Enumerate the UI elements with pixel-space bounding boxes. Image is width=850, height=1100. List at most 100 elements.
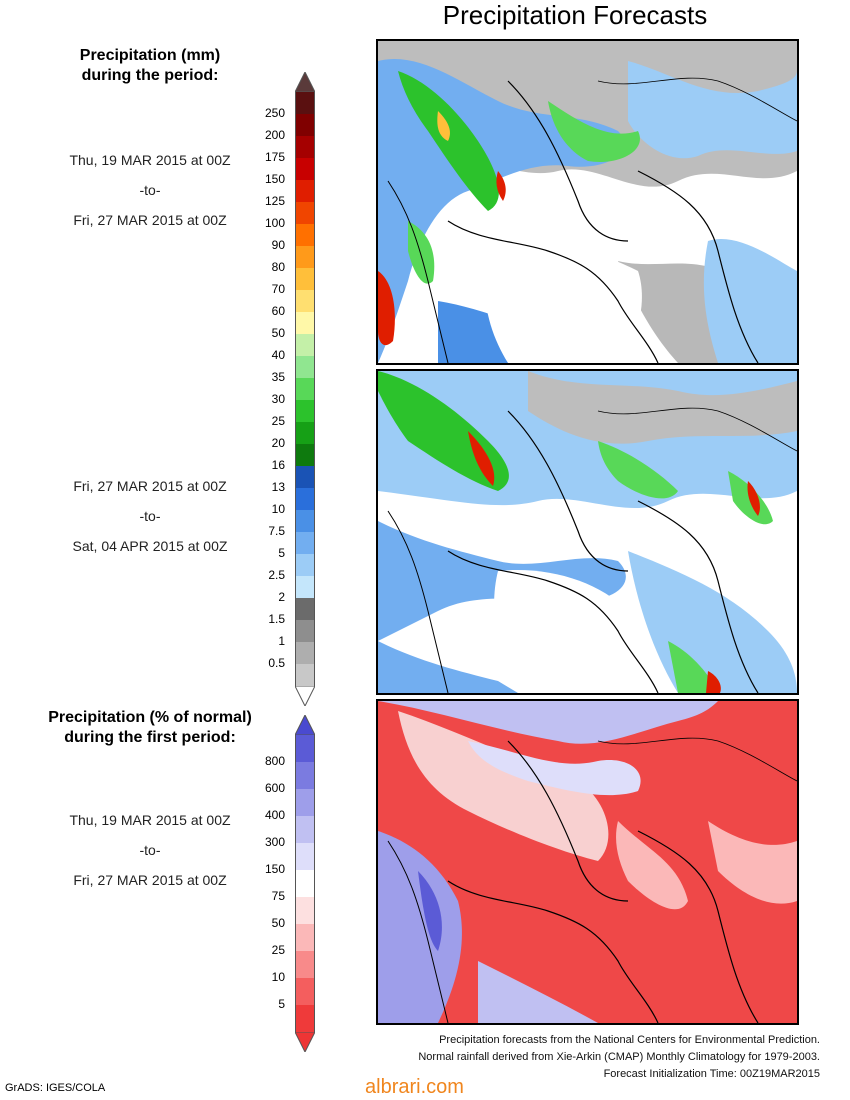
period-2-to: Sat, 04 APR 2015 at 00Z bbox=[72, 538, 228, 554]
precip-mm-colorbar-tick-label: 20 bbox=[271, 436, 285, 450]
percent-normal-colorbar-swatch bbox=[295, 789, 315, 816]
precip-mm-colorbar-bottom-cap bbox=[295, 686, 315, 706]
percent-normal-colorbar-tick-label: 400 bbox=[264, 808, 285, 822]
legend-mm-heading-line1: Precipitation (mm) bbox=[79, 47, 221, 64]
page-title: Precipitation Forecasts bbox=[442, 0, 708, 30]
period-2-separator: -to- bbox=[139, 508, 161, 524]
precip-mm-colorbar-tick-label: 1.5 bbox=[268, 612, 285, 626]
footer-line-2: Normal rainfall derived from Xie-Arkin (… bbox=[418, 1051, 820, 1063]
precip-mm-colorbar-tick-label: 50 bbox=[271, 326, 285, 340]
precip-mm-colorbar-swatch bbox=[295, 268, 315, 290]
footer-line-1: Precipitation forecasts from the Nationa… bbox=[439, 1034, 820, 1046]
precip-mm-colorbar-swatch bbox=[295, 444, 315, 466]
grads-credit: GrADS: IGES/COLA bbox=[5, 1082, 106, 1094]
period-1-from: Thu, 19 MAR 2015 at 00Z bbox=[69, 152, 231, 168]
legend-pct-heading-line2: during the first period: bbox=[64, 729, 236, 746]
precip-mm-colorbar-tick-label: 90 bbox=[271, 238, 285, 252]
legend-mm-heading-line2: during the period: bbox=[81, 67, 219, 84]
precip-map-period-2 bbox=[376, 369, 799, 695]
percent-normal-colorbar-swatch bbox=[295, 816, 315, 843]
precip-map-period-1 bbox=[376, 39, 799, 365]
precip-mm-colorbar-tick-label: 5 bbox=[278, 546, 285, 560]
footer-line-3: Forecast Initialization Time: 00Z19MAR20… bbox=[603, 1068, 820, 1080]
precip-mm-colorbar-tick-label: 70 bbox=[271, 282, 285, 296]
percent-normal-colorbar-tick-label: 75 bbox=[271, 889, 285, 903]
precip-mm-colorbar-tick-label: 80 bbox=[271, 260, 285, 274]
precip-mm-colorbar-swatch bbox=[295, 532, 315, 554]
percent-normal-colorbar-swatch bbox=[295, 870, 315, 897]
watermark-text: albrari.com bbox=[365, 1076, 464, 1098]
precip-mm-colorbar-tick-label: 7.5 bbox=[268, 524, 285, 538]
precip-mm-colorbar-swatch bbox=[295, 598, 315, 620]
percent-period-to: Fri, 27 MAR 2015 at 00Z bbox=[73, 872, 227, 888]
precip-mm-colorbar: 250 200 175 150 125 100 90 80 70 60 50 40 35 30 25 20 16… bbox=[265, 72, 375, 706]
percent-normal-colorbar-tick-label: 150 bbox=[264, 862, 285, 876]
percent-normal-colorbar-swatch bbox=[295, 1005, 315, 1032]
period-1-to: Fri, 27 MAR 2015 at 00Z bbox=[73, 212, 227, 228]
precip-mm-colorbar-swatch bbox=[295, 246, 315, 268]
precip-mm-colorbar-top-cap bbox=[295, 72, 315, 92]
precip-mm-colorbar-tick-label: 1 bbox=[278, 634, 285, 648]
precip-mm-colorbar-tick-label: 16 bbox=[271, 458, 285, 472]
percent-normal-colorbar-tick-label: 10 bbox=[271, 970, 285, 984]
percent-period-separator: -to- bbox=[139, 842, 161, 858]
percent-normal-colorbar-tick-label: 25 bbox=[271, 943, 285, 957]
precip-mm-colorbar-swatch bbox=[295, 422, 315, 444]
precip-mm-colorbar-swatch bbox=[295, 290, 315, 312]
precip-mm-colorbar-tick-label: 60 bbox=[271, 304, 285, 318]
percent-normal-map bbox=[376, 699, 799, 1025]
percent-normal-colorbar-tick-label: 800 bbox=[264, 754, 285, 768]
precip-mm-colorbar-swatch bbox=[295, 180, 315, 202]
precip-mm-colorbar-tick-label: 0.5 bbox=[268, 656, 285, 670]
precip-mm-colorbar-swatch bbox=[295, 554, 315, 576]
precip-mm-colorbar-tick-label: 125 bbox=[264, 194, 285, 208]
legend-pct-heading-line1: Precipitation (% of normal) bbox=[48, 709, 252, 726]
precip-mm-colorbar-swatch bbox=[295, 400, 315, 422]
percent-period-label: Thu, 19 MAR 2015 at 00Z -to- Fri, 27 MAR… bbox=[30, 812, 270, 888]
precip-mm-colorbar-swatch bbox=[295, 488, 315, 510]
precip-mm-colorbar-tick-label: 35 bbox=[271, 370, 285, 384]
period-2-from: Fri, 27 MAR 2015 at 00Z bbox=[73, 478, 227, 494]
period-1-separator: -to- bbox=[139, 182, 161, 198]
precip-mm-colorbar-swatch bbox=[295, 158, 315, 180]
precip-mm-colorbar-swatch bbox=[295, 642, 315, 664]
percent-normal-colorbar-swatch bbox=[295, 843, 315, 870]
percent-normal-colorbar-tick-label: 50 bbox=[271, 916, 285, 930]
precip-mm-colorbar-swatch bbox=[295, 334, 315, 356]
precip-mm-colorbar-swatch bbox=[295, 620, 315, 642]
period-2-label: Fri, 27 MAR 2015 at 00Z -to- Sat, 04 APR… bbox=[30, 478, 270, 554]
percent-normal-colorbar-bottom-cap bbox=[295, 1032, 315, 1052]
percent-normal-colorbar-swatch bbox=[295, 897, 315, 924]
precip-mm-colorbar-tick-label: 100 bbox=[264, 216, 285, 230]
precip-mm-colorbar-swatch bbox=[295, 356, 315, 378]
precip-mm-colorbar-tick-label: 10 bbox=[271, 502, 285, 516]
precip-mm-colorbar-tick-label: 175 bbox=[264, 150, 285, 164]
percent-normal-colorbar-swatch bbox=[295, 735, 315, 762]
percent-normal-colorbar-tick-label: 300 bbox=[264, 835, 285, 849]
precip-mm-colorbar-swatch bbox=[295, 312, 315, 334]
percent-normal-colorbar-top-cap bbox=[295, 715, 315, 735]
precip-mm-colorbar-tick-label: 200 bbox=[264, 128, 285, 142]
percent-normal-colorbar-swatch bbox=[295, 978, 315, 1005]
precip-mm-colorbar-tick-label: 13 bbox=[271, 480, 285, 494]
percent-normal-colorbar-swatch bbox=[295, 762, 315, 789]
precip-mm-colorbar-tick-label: 40 bbox=[271, 348, 285, 362]
precip-mm-colorbar-tick-label: 25 bbox=[271, 414, 285, 428]
percent-normal-colorbar-tick-label: 600 bbox=[264, 781, 285, 795]
precip-mm-colorbar-swatch bbox=[295, 114, 315, 136]
precip-mm-colorbar-tick-label: 30 bbox=[271, 392, 285, 406]
precip-mm-colorbar-swatch bbox=[295, 576, 315, 598]
legend-pct-heading: Precipitation (% of normal) during the f… bbox=[30, 708, 270, 748]
precip-mm-colorbar-tick-label: 2 bbox=[278, 590, 285, 604]
precip-mm-colorbar-tick-label: 150 bbox=[264, 172, 285, 186]
precip-mm-colorbar-swatch bbox=[295, 224, 315, 246]
precip-mm-colorbar-tick-label: 250 bbox=[264, 106, 285, 120]
precip-mm-colorbar-swatch bbox=[295, 92, 315, 114]
legend-mm-heading: Precipitation (mm) during the period: bbox=[40, 46, 260, 86]
percent-normal-colorbar-swatch bbox=[295, 924, 315, 951]
footer-notes: Precipitation forecasts from the Nationa… bbox=[300, 1032, 820, 1083]
percent-normal-colorbar-tick-label: 5 bbox=[278, 997, 285, 1011]
percent-normal-colorbar: 800 600 400 300 150 75 50 25 10 5 bbox=[265, 715, 375, 1052]
precip-mm-colorbar-swatch bbox=[295, 510, 315, 532]
precip-mm-colorbar-swatch bbox=[295, 466, 315, 488]
